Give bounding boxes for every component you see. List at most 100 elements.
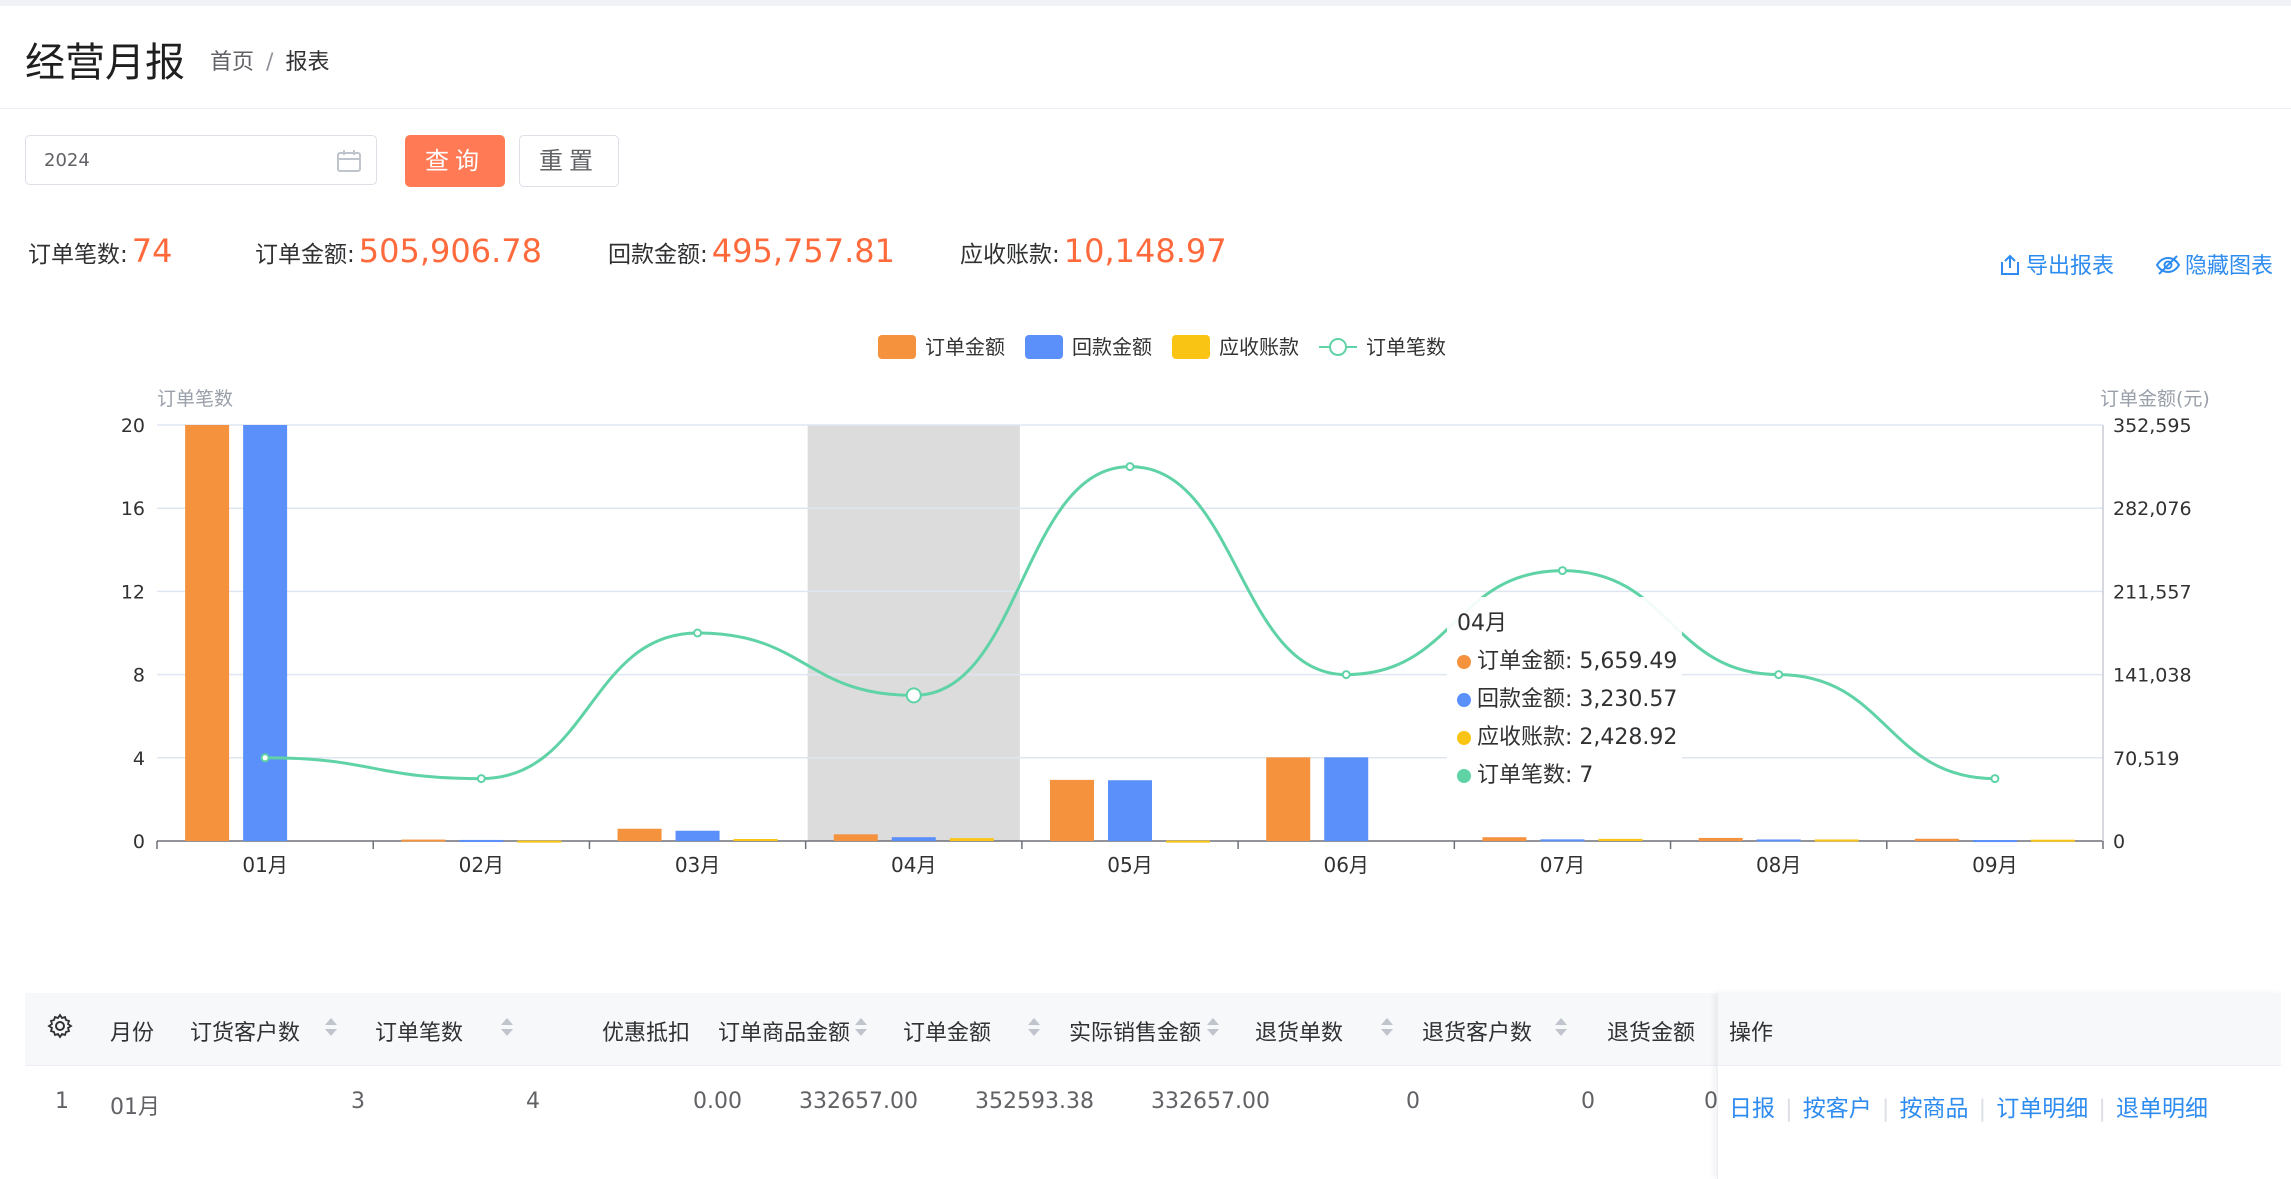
monthly-chart: 20 352,595 16 282,076 12 211,557 8 141,038 4 70,5… [121,335,2210,877]
bar-receivable [2030,839,2075,842]
right-axis-title: 订单金额(元) [2100,388,2210,410]
query-button[interactable]: 查询 [405,135,505,187]
year-picker-value: 2024 [44,150,90,171]
cell-return-customers: 0 [1581,1089,1595,1114]
column-settings-icon[interactable] [47,1013,73,1045]
reset-button[interactable]: 重置 [519,135,619,187]
stat-label: 回款金额: [608,242,708,268]
legend-swatch [1025,335,1063,359]
x-tick-label: 05月 [1107,853,1152,877]
bar-payment-amount [1540,839,1585,842]
export-icon [2001,254,2019,275]
bar-order-amount [401,839,446,842]
sort-icon[interactable] [855,1018,867,1040]
stat-order-amount: 订单金额: 505,906.78 [255,232,542,270]
stat-receivable: 应收账款: 10,148.97 [960,232,1227,270]
bar-payment-amount [1756,839,1801,842]
chart-tooltip: 04月 订单金额: 5,659.49 回款金额: 3,230.57 应收账款: … [1447,597,1682,788]
sort-icon[interactable] [501,1018,513,1040]
right-tick-label: 0 [2113,831,2125,853]
legend-line-marker [1329,338,1347,356]
link-separator: | [1785,1096,1793,1122]
x-tick-label: 08月 [1756,853,1801,877]
by-product-link[interactable]: 按商品 [1899,1096,1969,1122]
order-count-point [1125,462,1135,472]
tooltip-row-label: 订单金额: 5,659.49 [1477,649,1678,674]
stat-value: 495,757.81 [711,232,895,270]
cell-orders: 4 [526,1089,540,1114]
right-tick-label: 70,519 [2113,748,2179,770]
daily-report-link[interactable]: 日报 [1729,1096,1775,1122]
legend-swatch [1172,335,1210,359]
hover-highlight-band [807,425,1020,841]
cell-month: 01月 [110,1095,160,1120]
row-operations: 日报 | 按客户 | 按商品 | 订单明细 | 退单明细 [1729,1089,2208,1123]
by-customer-link[interactable]: 按客户 [1802,1096,1872,1122]
legend-dot-icon [1457,769,1471,783]
cell-return-orders: 0 [1406,1089,1420,1114]
link-separator: | [1978,1096,1987,1122]
order-count-point [1990,774,2000,784]
tooltip-title: 04月 [1457,611,1507,636]
sort-icon[interactable] [1207,1018,1219,1040]
bar-payment-amount [675,830,720,841]
th-orders[interactable]: 订单笔数 [375,1021,464,1046]
tooltip-row: 订单金额: 5,659.49 [1457,643,1677,675]
order-count-point [1557,566,1567,576]
left-tick-label: 8 [133,665,145,687]
th-goods-amount[interactable]: 订单商品金额 [718,1021,851,1046]
bar-receivable [949,838,994,841]
sort-icon[interactable] [1028,1018,1040,1040]
stat-value: 10,148.97 [1063,232,1227,270]
stat-value: 74 [131,232,173,270]
tooltip-row: 订单笔数: 7 [1457,757,1672,789]
legend-label: 应收账款 [1219,335,1299,359]
left-tick-label: 20 [121,415,145,437]
bar-receivable [1598,838,1643,841]
stat-value: 505,906.78 [358,232,542,270]
breadcrumb-home[interactable]: 首页 [210,50,255,75]
sort-icon[interactable] [1555,1018,1567,1040]
bar-payment-amount [243,425,288,841]
x-tick-label: 09月 [1972,853,2017,877]
order-count-point [1774,670,1784,680]
th-order-amount[interactable]: 订单金额 [903,1021,992,1046]
right-tick-label: 141,038 [2113,665,2192,687]
bar-order-amount [617,828,662,841]
bar-receivable [1814,839,1859,842]
calendar-icon [336,148,362,178]
link-separator: | [2098,1096,2106,1122]
th-return-orders[interactable]: 退货单数 [1255,1021,1344,1046]
year-picker[interactable]: 2024 [25,135,377,185]
cell-discount: 0.00 [693,1089,742,1114]
return-detail-link[interactable]: 退单明细 [2116,1096,2208,1122]
tooltip-row-label: 订单笔数: 7 [1477,763,1594,788]
th-return-customers[interactable]: 退货客户数 [1422,1021,1533,1046]
bar-receivable [733,838,778,841]
cell-customers: 3 [351,1089,365,1114]
x-tick-label: 02月 [459,853,504,877]
legend-label: 回款金额 [1072,335,1152,359]
th-actual-sales[interactable]: 实际销售金额 [1069,1021,1202,1046]
order-count-point [476,774,486,784]
tooltip-row: 回款金额: 3,230.57 [1457,681,1677,713]
th-customers[interactable]: 订货客户数 [190,1021,301,1046]
export-report-link[interactable]: 导出报表 [1998,248,2114,280]
hide-chart-label: 隐藏图表 [2185,254,2274,279]
bar-order-amount [1914,838,1959,841]
hide-chart-link[interactable]: 隐藏图表 [2155,248,2273,280]
order-detail-link[interactable]: 订单明细 [1996,1096,2089,1122]
order-count-point [693,628,703,638]
bar-payment-amount [1324,757,1369,841]
sort-icon[interactable] [325,1018,337,1040]
eye-off-icon [2155,255,2181,275]
stat-order-count: 订单笔数: 74 [28,232,172,270]
bar-receivable [1166,840,1210,843]
left-tick-label: 0 [133,831,145,853]
order-count-point [1341,670,1351,680]
bar-receivable [517,840,562,843]
sort-icon[interactable] [1381,1018,1393,1040]
bar-payment-amount [891,837,936,841]
th-discount: 优惠抵扣 [602,1021,691,1046]
tooltip-row-label: 回款金额: 3,230.57 [1477,687,1678,712]
